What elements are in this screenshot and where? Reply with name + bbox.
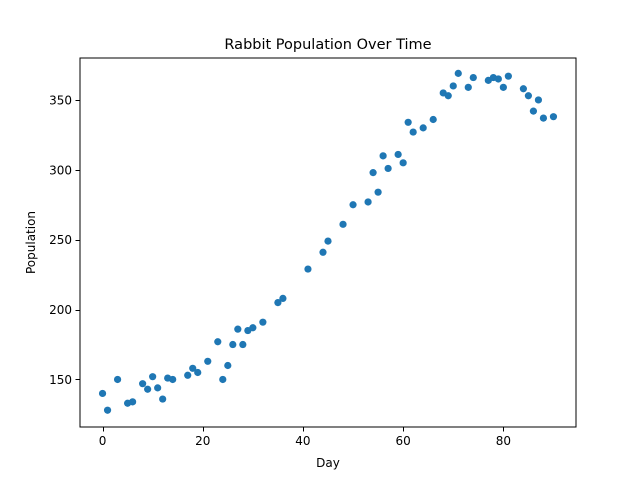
y-tick-label: 300 — [49, 163, 72, 177]
y-axis-label: Population — [24, 211, 38, 274]
data-point — [369, 169, 377, 177]
data-point — [494, 75, 502, 83]
data-point — [349, 201, 357, 209]
data-point — [234, 325, 242, 333]
plot-frame — [79, 57, 577, 428]
data-point — [204, 357, 212, 365]
x-tick-label: 60 — [396, 434, 411, 448]
data-point — [504, 72, 512, 80]
axis-ticks: 0 20 40 60 80 150 200 250 300 350 — [49, 93, 511, 448]
data-point — [194, 368, 202, 377]
data-point — [249, 324, 257, 332]
data-point — [449, 82, 457, 90]
x-tick-label: 0 — [99, 434, 107, 448]
data-point — [519, 85, 527, 93]
data-point — [144, 385, 152, 393]
data-point — [324, 237, 332, 245]
data-point — [374, 188, 382, 196]
data-point — [384, 164, 392, 173]
data-points — [98, 69, 558, 414]
data-point — [154, 384, 162, 392]
data-point — [339, 220, 347, 228]
data-point — [98, 389, 107, 398]
data-point — [529, 107, 538, 115]
data-point — [214, 338, 222, 346]
data-point — [394, 150, 402, 159]
data-point — [279, 294, 287, 303]
data-point — [429, 115, 437, 124]
data-point — [379, 152, 387, 160]
x-tick-label: 80 — [496, 434, 511, 448]
data-point — [319, 248, 327, 256]
data-point — [259, 318, 267, 326]
data-point — [404, 118, 412, 126]
data-point — [103, 406, 112, 414]
data-point — [113, 375, 122, 384]
data-point — [469, 73, 477, 82]
data-point — [219, 375, 227, 384]
data-point — [149, 373, 157, 381]
data-point — [139, 380, 147, 388]
data-point — [534, 96, 543, 104]
data-point — [274, 299, 282, 307]
y-tick-label: 200 — [49, 303, 72, 317]
data-point — [224, 361, 232, 370]
data-point — [184, 371, 192, 379]
y-tick-label: 150 — [49, 373, 72, 387]
data-point — [304, 265, 312, 273]
data-point — [539, 114, 548, 122]
data-point — [499, 83, 507, 91]
data-point — [159, 395, 167, 403]
data-point — [409, 128, 417, 136]
x-tick-label: 20 — [195, 434, 210, 448]
data-point — [524, 92, 533, 100]
data-point — [189, 364, 197, 372]
data-point — [419, 124, 427, 132]
data-point — [239, 340, 247, 349]
chart-title: Rabbit Population Over Time — [224, 37, 431, 53]
x-axis-label: Day — [316, 456, 340, 470]
data-point — [464, 83, 472, 91]
data-point — [549, 113, 558, 121]
data-point — [454, 69, 462, 77]
data-point — [229, 340, 237, 349]
data-point — [129, 398, 137, 406]
y-tick-label: 250 — [49, 233, 72, 247]
data-point — [444, 92, 452, 100]
data-point — [169, 375, 177, 384]
data-point — [364, 198, 372, 206]
x-tick-label: 40 — [295, 434, 310, 448]
y-tick-label: 350 — [49, 93, 72, 107]
data-point — [399, 159, 407, 167]
